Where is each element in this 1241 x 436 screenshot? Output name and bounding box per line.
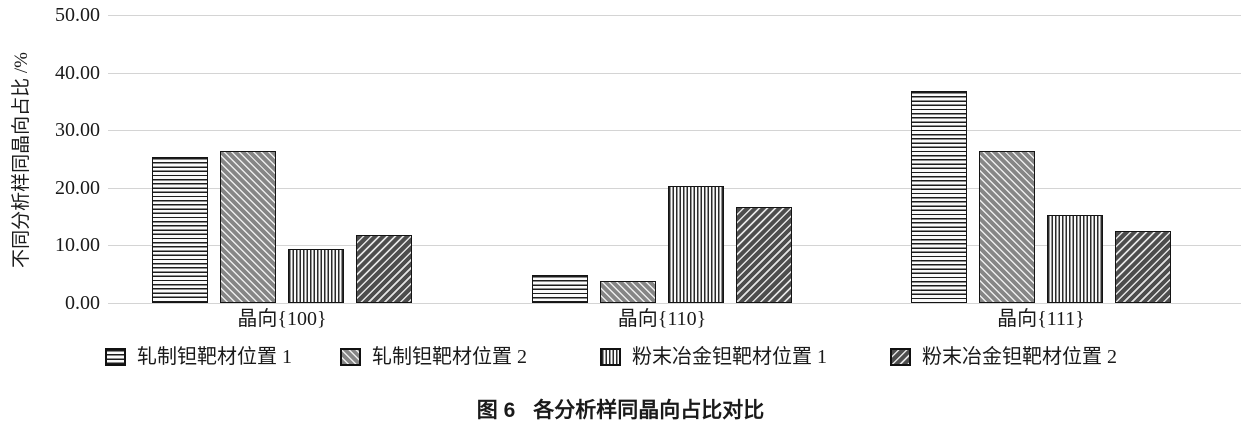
x-category-label: 晶向{111}	[997, 308, 1085, 330]
bar-horizontal-lines	[532, 275, 588, 303]
legend-swatch-horizontal-lines-icon	[105, 348, 126, 366]
legend-swatch-diagonal-slash-icon	[890, 348, 911, 366]
gridline	[108, 15, 1241, 16]
bar-horizontal-lines	[152, 157, 208, 303]
y-axis-title: 不同分析样同晶向占比 /%	[11, 52, 32, 268]
bar-vertical-lines	[288, 248, 344, 303]
bar-diagonal-slash	[736, 207, 792, 303]
legend-item: 粉末冶金钽靶材位置 2	[890, 344, 1117, 370]
bar-vertical-lines	[668, 186, 724, 303]
bar-diagonal-slash	[1115, 231, 1171, 303]
figure-caption: 图 6 各分析样同晶向占比对比	[0, 398, 1241, 424]
plot-area	[108, 15, 1241, 304]
y-tick-label: 30.00	[55, 119, 100, 142]
bar-diagonal-backslash	[220, 150, 276, 303]
y-tick-label: 20.00	[55, 176, 100, 199]
y-tick-label: 50.00	[55, 4, 100, 26]
gridline	[108, 72, 1241, 74]
y-tick-label: 10.00	[55, 234, 100, 257]
bar-vertical-lines	[1047, 214, 1103, 303]
bar-diagonal-backslash	[600, 280, 656, 303]
legend-swatch-vertical-lines-icon	[600, 348, 621, 366]
bar-group	[532, 186, 792, 303]
x-category-label: 晶向{110}	[617, 308, 707, 330]
legend-label: 轧制钽靶材位置 2	[372, 346, 527, 368]
bar-group	[911, 91, 1171, 303]
legend-item: 轧制钽靶材位置 2	[340, 344, 527, 370]
legend-label: 粉末冶金钽靶材位置 1	[632, 346, 827, 368]
x-category-label: 晶向{100}	[237, 308, 327, 330]
legend-item: 粉末冶金钽靶材位置 1	[600, 344, 827, 370]
bar-horizontal-lines	[911, 91, 967, 303]
gridline	[108, 303, 1241, 304]
y-tick-label: 0.00	[65, 292, 100, 314]
figure-caption-text: 各分析样同晶向占比对比	[533, 399, 765, 422]
figure-number: 图 6	[476, 399, 516, 422]
gridline	[108, 130, 1241, 132]
bar-group	[152, 150, 412, 303]
legend-swatch-diagonal-backslash-icon	[340, 348, 361, 366]
legend-label: 粉末冶金钽靶材位置 2	[922, 346, 1117, 368]
bar-diagonal-slash	[356, 235, 412, 303]
y-tick-label: 40.00	[55, 61, 100, 84]
legend-label: 轧制钽靶材位置 1	[137, 346, 292, 368]
bar-diagonal-backslash	[979, 150, 1035, 303]
legend-item: 轧制钽靶材位置 1	[105, 344, 292, 370]
